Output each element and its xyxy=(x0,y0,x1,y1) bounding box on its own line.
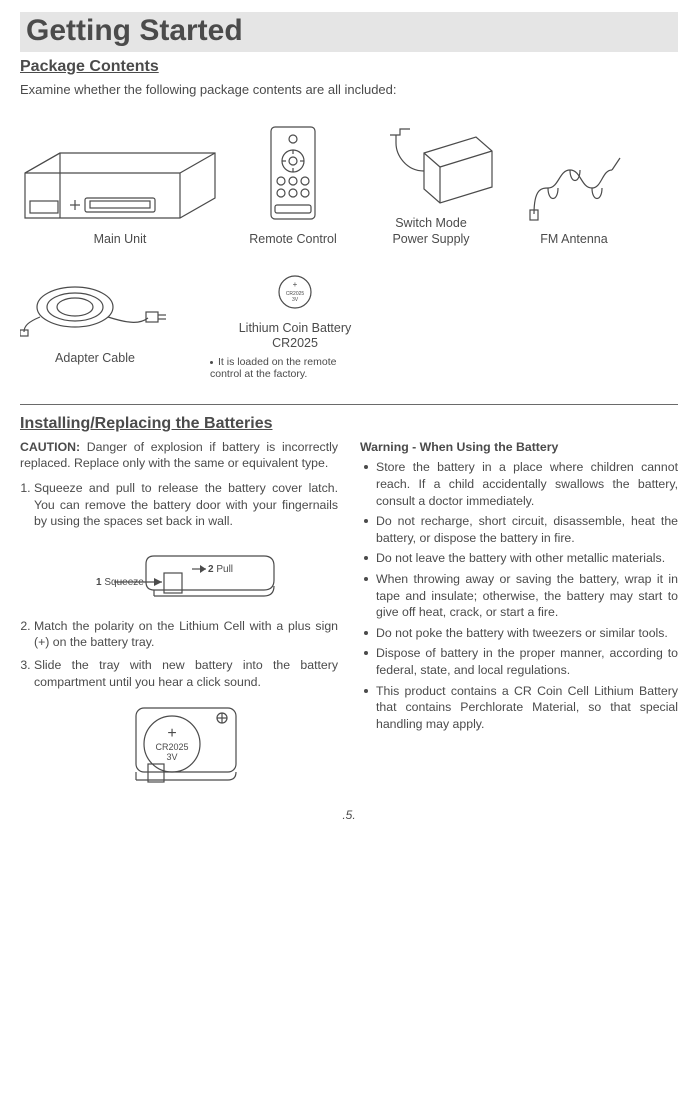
warning-list: Store the battery in a place where child… xyxy=(360,459,678,732)
svg-text:2 Pull: 2 Pull xyxy=(208,564,233,575)
figure-insert-battery: + CR2025 3V xyxy=(20,698,338,788)
svg-text:3V: 3V xyxy=(292,297,299,303)
coin-battery-icon: + CR2025 3V xyxy=(275,272,315,312)
warning-4: When throwing away or saving the battery… xyxy=(360,571,678,621)
coin-battery-label: Lithium Coin BatteryCR2025 xyxy=(210,321,380,352)
fm-label: FM Antenna xyxy=(524,232,624,248)
divider xyxy=(20,404,678,405)
svg-text:1 Squeeze: 1 Squeeze xyxy=(96,577,144,588)
section-installing-batteries: Installing/Replacing the Batteries xyxy=(20,415,678,433)
item-adapter-cable: Adapter Cable xyxy=(20,272,170,367)
warning-1: Store the battery in a place where child… xyxy=(360,459,678,509)
step-1: Squeeze and pull to release the battery … xyxy=(34,480,338,530)
power-supply-icon xyxy=(366,127,496,207)
coin-battery-note: It is loaded on the remote control at th… xyxy=(210,356,370,380)
section-package-contents: Package Contents xyxy=(20,58,678,76)
main-unit-label: Main Unit xyxy=(20,232,220,248)
contents-row-2: Adapter Cable + CR2025 3V Lithium Coin B… xyxy=(20,272,678,380)
svg-text:+: + xyxy=(293,280,298,289)
figure-squeeze-pull: 1 Squeeze 2 Pull xyxy=(20,538,338,608)
adapter-cable-icon xyxy=(20,272,170,342)
item-coin-battery: + CR2025 3V Lithium Coin BatteryCR2025 I… xyxy=(210,272,380,380)
step-2: Match the polarity on the Lithium Cell w… xyxy=(34,618,338,651)
page-number: .5. xyxy=(20,808,678,822)
warning-5: Do not poke the battery with tweezers or… xyxy=(360,625,678,642)
item-smps: Switch ModePower Supply xyxy=(366,127,496,247)
svg-text:+: + xyxy=(167,725,176,742)
step-3: Slide the tray with new battery into the… xyxy=(34,657,338,690)
right-column: Warning - When Using the Battery Store t… xyxy=(360,439,678,798)
remote-label: Remote Control xyxy=(248,232,338,248)
warning-2: Do not recharge, short circuit, disassem… xyxy=(360,513,678,546)
page-title: Getting Started xyxy=(20,12,678,52)
smps-label: Switch ModePower Supply xyxy=(366,216,496,247)
warning-title: Warning - When Using the Battery xyxy=(360,439,678,456)
svg-text:3V: 3V xyxy=(166,752,177,762)
svg-text:CR2025: CR2025 xyxy=(155,742,188,752)
fm-antenna-icon xyxy=(524,148,624,223)
remote-icon xyxy=(263,123,323,223)
contents-row-1: Main Unit xyxy=(20,123,678,248)
main-unit-icon xyxy=(20,143,220,223)
adapter-cable-label: Adapter Cable xyxy=(20,351,170,367)
caution-paragraph: CAUTION: Danger of explosion if battery … xyxy=(20,439,338,472)
item-fm-antenna: FM Antenna xyxy=(524,148,624,248)
item-main-unit: Main Unit xyxy=(20,143,220,248)
package-intro: Examine whether the following package co… xyxy=(20,82,678,97)
left-column: CAUTION: Danger of explosion if battery … xyxy=(20,439,338,798)
item-remote: Remote Control xyxy=(248,123,338,248)
two-column-body: CAUTION: Danger of explosion if battery … xyxy=(20,439,678,798)
warning-7: This product contains a CR Coin Cell Lit… xyxy=(360,683,678,733)
warning-6: Dispose of battery in the proper manner,… xyxy=(360,645,678,678)
warning-3: Do not leave the battery with other meta… xyxy=(360,550,678,567)
